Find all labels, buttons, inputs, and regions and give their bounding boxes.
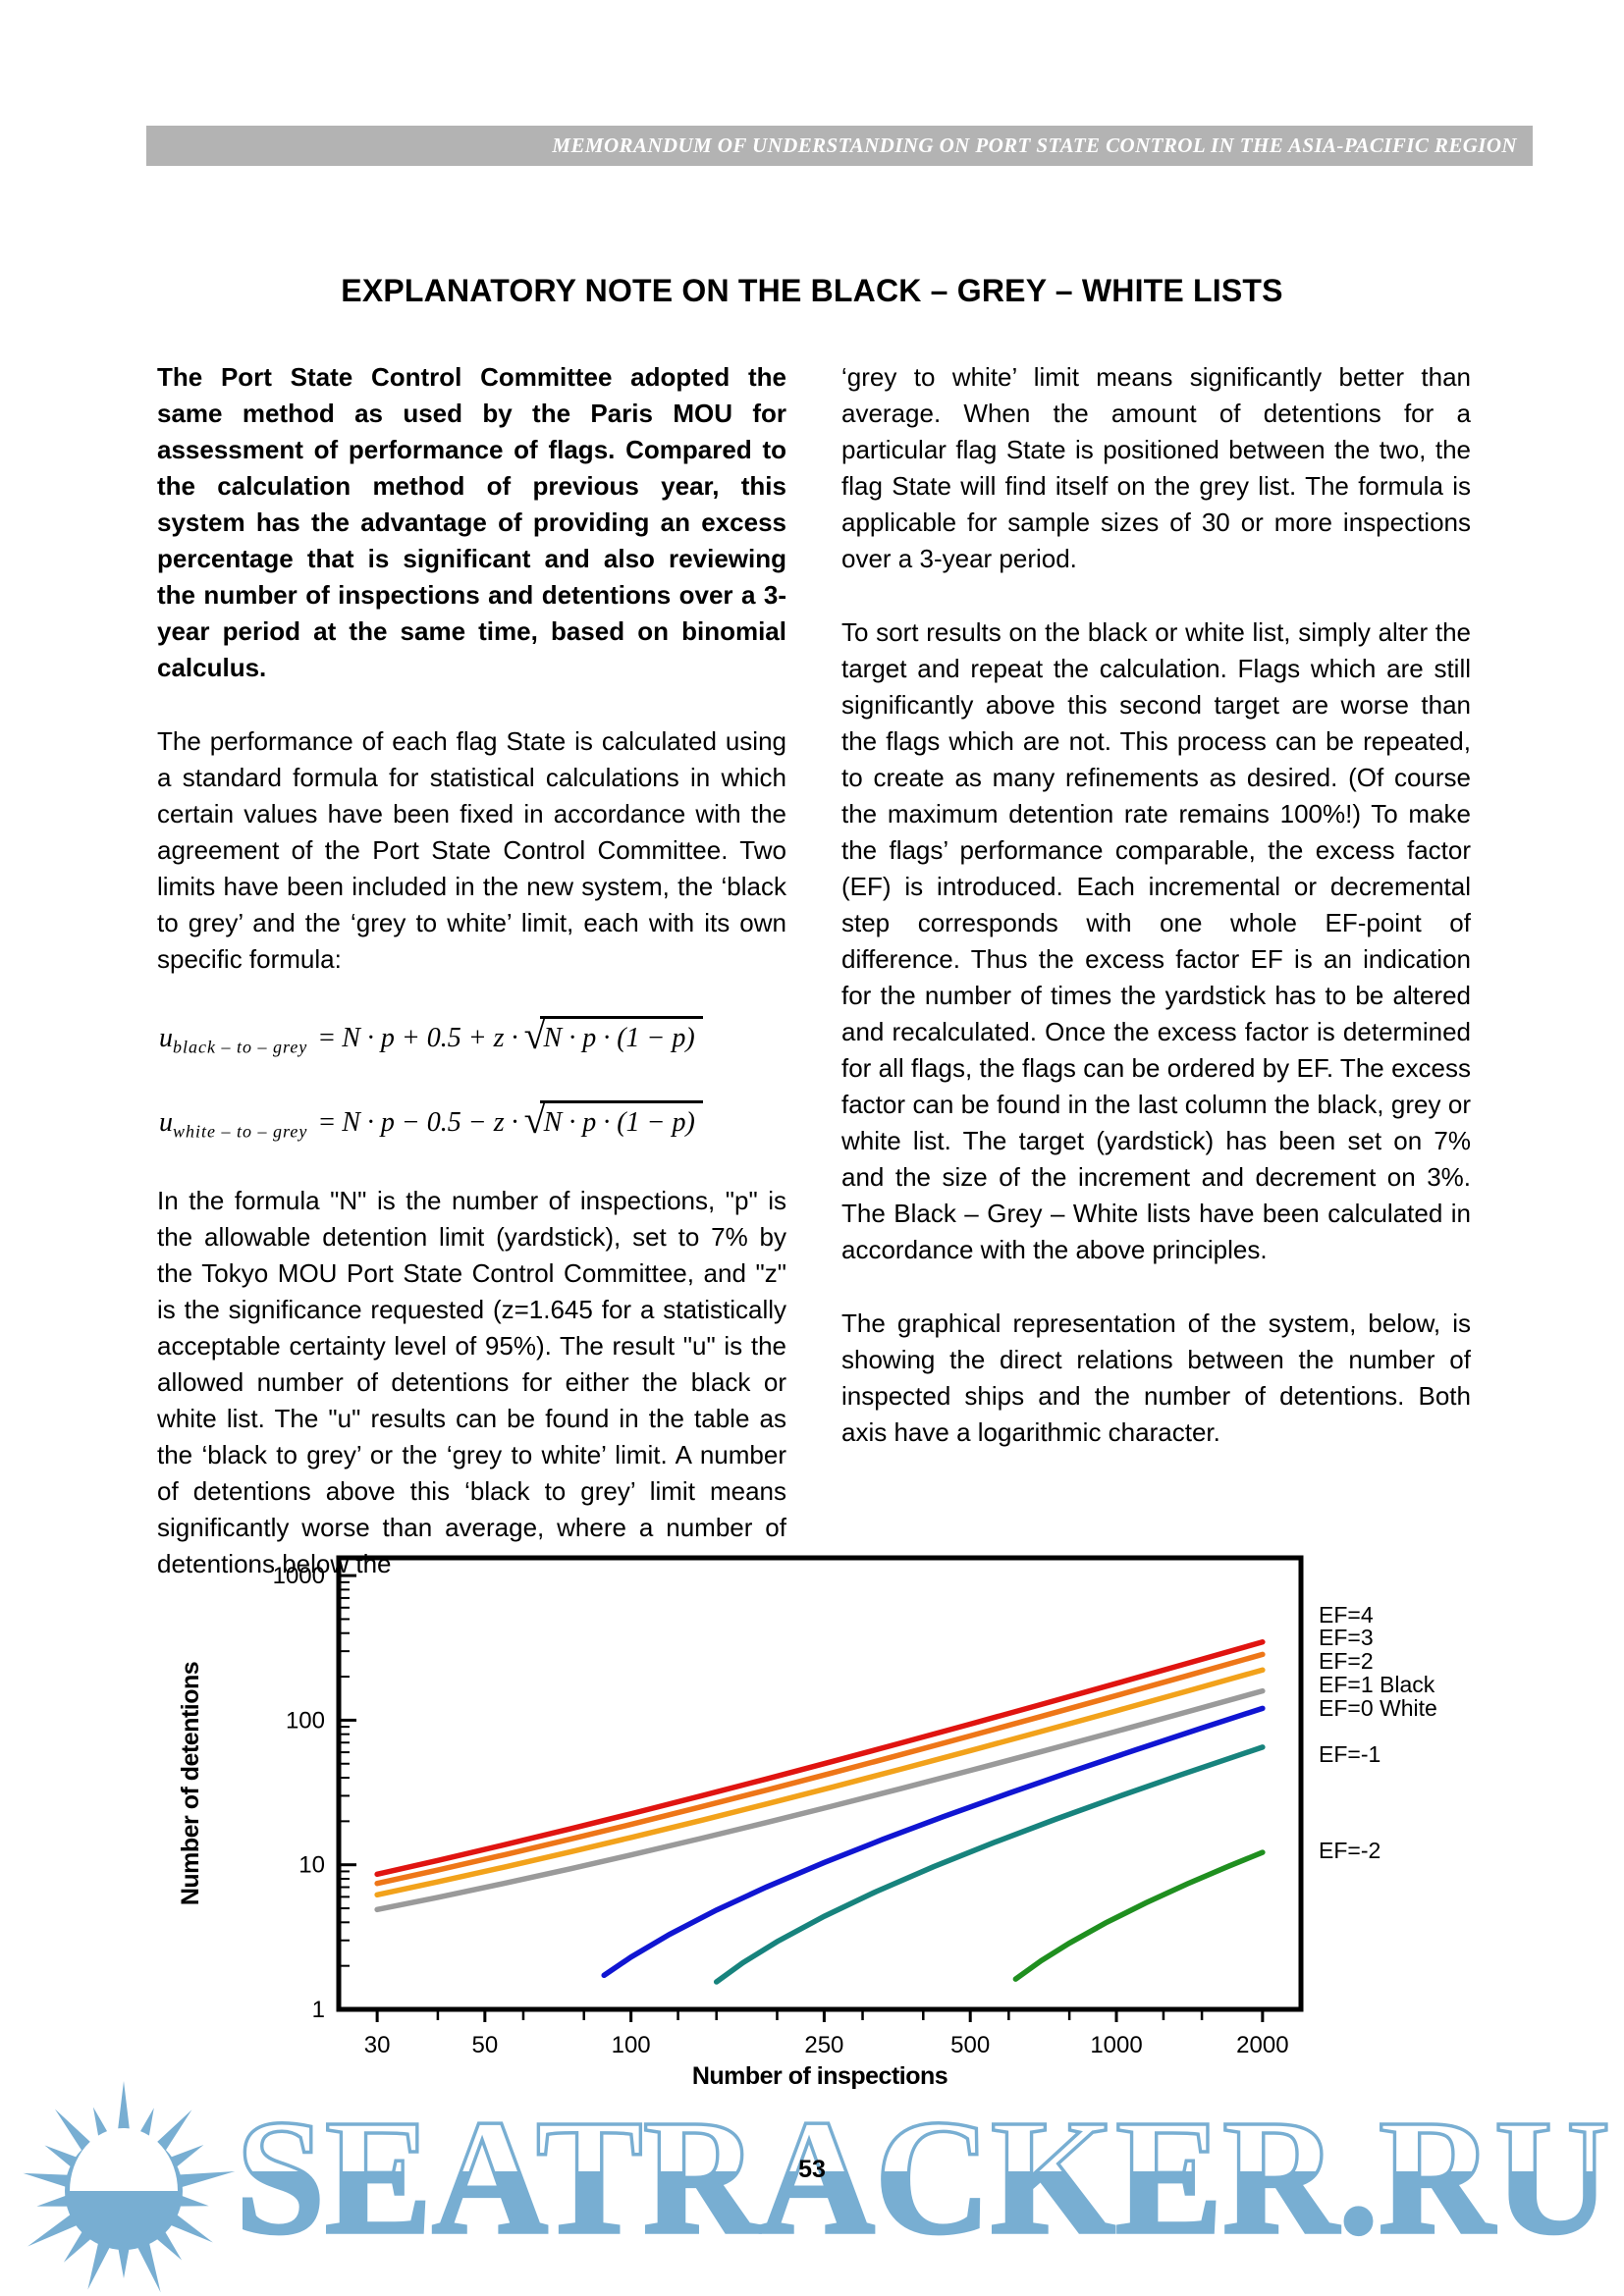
svg-text:EF=0 White: EF=0 White <box>1319 1695 1437 1721</box>
formula-radicand: N · p · (1 − p) <box>539 1016 703 1056</box>
paragraph-performance: The performance of each flag State is ca… <box>157 726 786 974</box>
svg-text:100: 100 <box>612 2032 651 2058</box>
svg-text:1000: 1000 <box>273 1563 325 1589</box>
page-title: EXPLANATORY NOTE ON THE BLACK – GREY – W… <box>341 273 1283 308</box>
sqrt-radical-icon: √ <box>523 1096 546 1142</box>
formula-expression: N · p + 0.5 + z · <box>342 1023 518 1053</box>
formula-black-to-grey: ublack – to – grey = N · p + 0.5 + z · √N ·… <box>159 1015 786 1066</box>
svg-text:EF=1 Black: EF=1 Black <box>1319 1672 1435 1697</box>
formula-white-to-grey: uwhite – to – grey = N · p − 0.5 − z · √N ·… <box>159 1099 786 1150</box>
svg-text:100: 100 <box>286 1707 325 1734</box>
formula-lhs: ublack – to – grey <box>159 1023 308 1057</box>
svg-text:EF=4: EF=4 <box>1319 1602 1374 1628</box>
formula-radicand: N · p · (1 − p) <box>539 1099 703 1141</box>
equals-sign: = <box>317 1023 337 1053</box>
paragraph-formula-explanation: In the formula "N" is the number of insp… <box>157 1186 786 1579</box>
svg-text:Number of detentions: Number of detentions <box>177 1662 204 1905</box>
page-number: 53 <box>798 2156 826 2183</box>
svg-text:1: 1 <box>312 1997 325 2023</box>
formula-lhs: uwhite – to – grey <box>159 1106 308 1142</box>
sqrt-radical-icon: √ <box>523 1013 546 1057</box>
equals-sign: = <box>317 1106 337 1138</box>
right-column: ‘grey to white’ limit means significantl… <box>841 359 1471 1488</box>
banner-text: MEMORANDUM OF UNDERSTANDING ON PORT STAT… <box>552 133 1517 157</box>
left-column: The Port State Control Committee adopted… <box>157 359 786 1620</box>
paragraph-grey-list: ‘grey to white’ limit means significantl… <box>841 362 1471 573</box>
watermark-text: SEATRACKER.RU SEATRACKER.RU <box>234 2087 1612 2264</box>
formula-expression: N · p − 0.5 − z · <box>342 1106 518 1138</box>
svg-text:Number of inspections: Number of inspections <box>692 2062 947 2090</box>
svg-text:30: 30 <box>364 2032 391 2058</box>
svg-text:500: 500 <box>950 2032 990 2058</box>
paragraph-intro: The Port State Control Committee adopted… <box>157 362 786 682</box>
header-banner: MEMORANDUM OF UNDERSTANDING ON PORT STAT… <box>146 126 1533 166</box>
svg-text:SEATRACKER.RU: SEATRACKER.RU <box>236 2087 1610 2264</box>
svg-text:2000: 2000 <box>1236 2032 1288 2058</box>
svg-text:50: 50 <box>471 2032 498 2058</box>
svg-text:1000: 1000 <box>1090 2032 1142 2058</box>
svg-text:EF=-2: EF=-2 <box>1319 1838 1380 1863</box>
svg-text:250: 250 <box>804 2032 843 2058</box>
paragraph-graphical: The graphical representation of the syst… <box>841 1308 1471 1447</box>
svg-text:SEATRACKER.RU: SEATRACKER.RU <box>236 2087 1610 2264</box>
sun-logo-icon <box>23 2081 236 2293</box>
svg-text:EF=-1: EF=-1 <box>1319 1741 1380 1767</box>
svg-text:EF=2: EF=2 <box>1319 1648 1374 1674</box>
paragraph-excess-factor: To sort results on the black or white li… <box>841 617 1471 1264</box>
svg-text:10: 10 <box>298 1852 325 1879</box>
svg-text:EF=3: EF=3 <box>1319 1625 1374 1650</box>
